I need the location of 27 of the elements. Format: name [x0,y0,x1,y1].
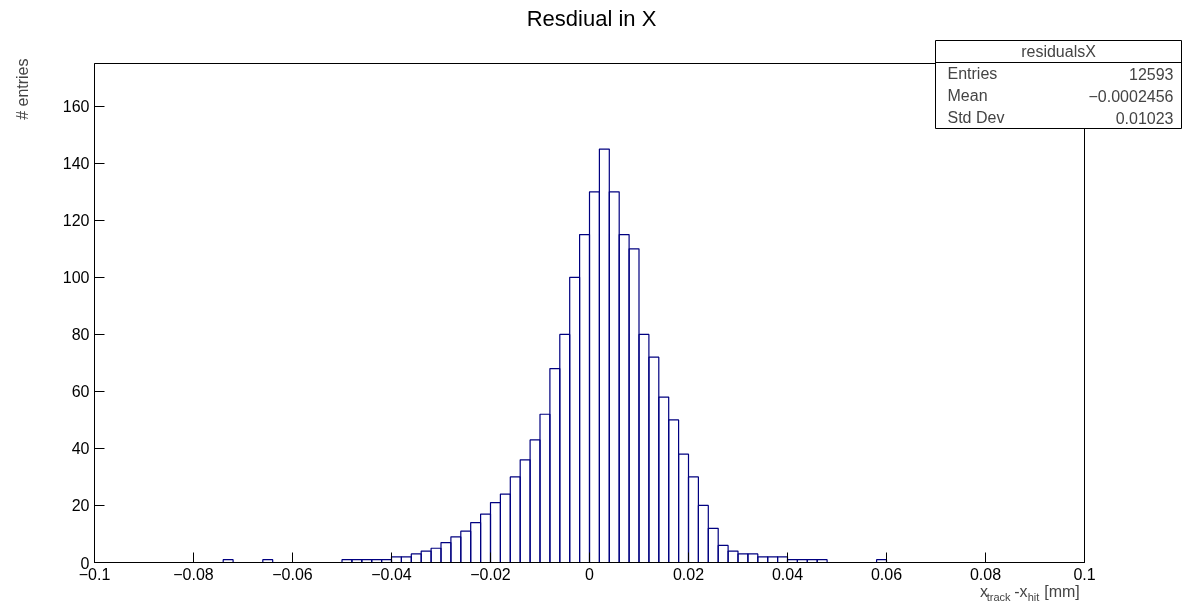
text: residualsX [1021,43,1097,60]
x-tick-label: −0.02 [470,565,511,583]
y-tick-label: 120 [62,212,90,230]
y-axis-title: # entries [14,58,31,120]
chart-title: Resdiual in X [526,5,657,31]
x-tick-label: 0.06 [870,565,903,583]
y-tick-label: 40 [71,440,90,458]
text: 0.01023 [1115,109,1174,127]
x-tick-label: 0.08 [969,565,1002,583]
text: 12593 [1129,65,1174,83]
y-tick-label: 80 [71,326,90,344]
y-tick-label: 140 [62,155,90,173]
x-tick-label: 0 [585,565,595,583]
x-tick-label: 0.02 [672,565,705,583]
x-tick-label: 0.04 [771,565,804,583]
y-tick-label: 160 [62,98,90,116]
x-tick-label: 0.1 [1073,565,1096,583]
annotation: Entries [947,65,998,82]
x-tick-label: −0.04 [371,565,412,583]
annotation: Std Dev [947,109,1005,126]
x-tick-label: −0.06 [272,565,313,583]
y-tick-label: 20 [71,497,90,515]
y-tick-label: 60 [71,383,90,401]
x-tick-label: −0.08 [173,565,214,583]
y-tick-label: 100 [62,269,90,287]
text: −0.0002456 [1088,87,1174,105]
annotation: Mean [947,87,988,104]
